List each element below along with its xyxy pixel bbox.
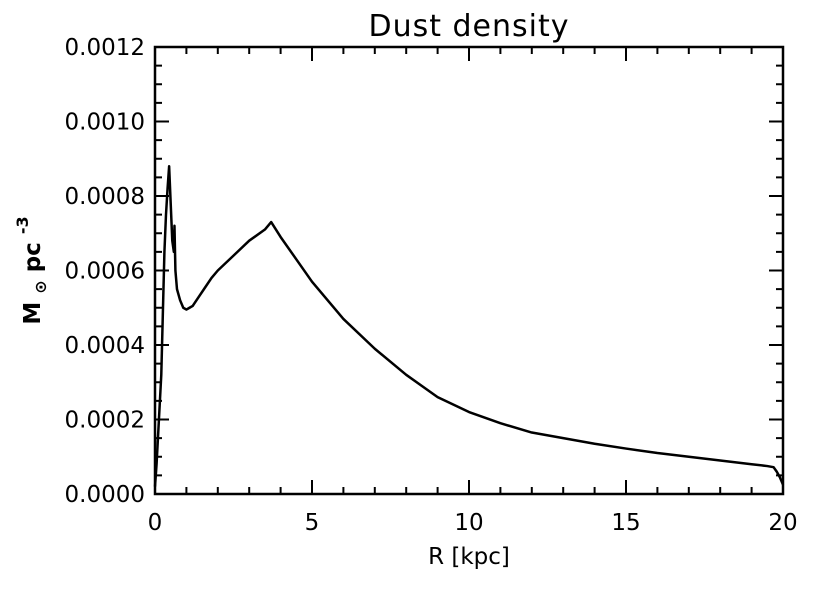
x-tick-label: 15	[611, 510, 640, 536]
y-axis-label: M ⊙ pc -3	[13, 216, 52, 324]
axis-ticks	[154, 46, 784, 495]
chart-title: Dust density	[368, 9, 569, 44]
y-axis-label-unit: pc	[20, 242, 46, 272]
y-axis-label-sup: -3	[13, 216, 32, 234]
x-tick-labels: 0 5 10 15 20	[148, 510, 798, 536]
plot-frame	[153, 45, 785, 496]
y-axis-label-sub: ⊙	[31, 280, 50, 293]
y-tick-label: 0.0002	[65, 408, 145, 434]
y-tick-label: 0.0012	[65, 35, 145, 61]
y-tick-label: 0.0006	[65, 259, 145, 285]
y-tick-label: 0.0000	[65, 482, 145, 508]
y-tick-label: 0.0008	[65, 184, 145, 210]
x-tick-label: 20	[768, 510, 797, 536]
y-tick-label: 0.0010	[65, 110, 145, 136]
x-tick-label: 10	[454, 510, 483, 536]
x-tick-label: 0	[148, 510, 163, 536]
series-line	[153, 164, 785, 487]
x-axis-label: R [kpc]	[428, 544, 510, 570]
y-tick-labels: 0.0000 0.0002 0.0004 0.0006 0.0008 0.0010 0.00…	[65, 35, 145, 508]
y-axis-label-base: M	[20, 302, 46, 325]
x-tick-label: 5	[305, 510, 320, 536]
y-tick-label: 0.0004	[65, 333, 145, 359]
